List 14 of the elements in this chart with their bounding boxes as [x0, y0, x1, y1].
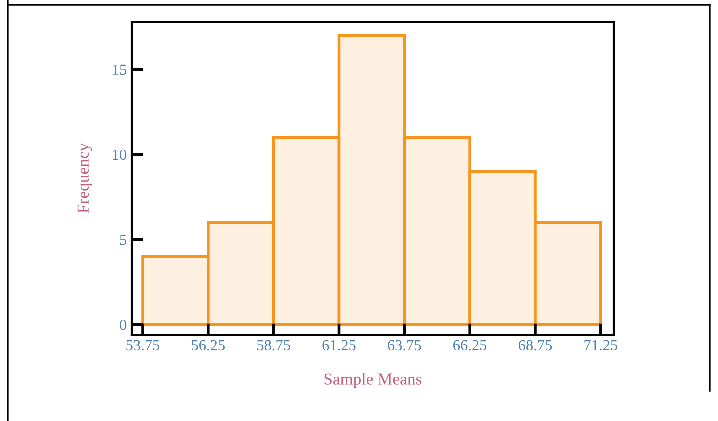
x-tick-label: 68.75: [518, 340, 552, 351]
x-tick-label: 53.75: [126, 340, 160, 351]
y-tick-label: 10: [113, 150, 127, 160]
x-tick-label: 58.75: [258, 340, 290, 351]
y-tick-label: 5: [120, 235, 127, 246]
y-axis-title: Frequency: [78, 143, 92, 214]
x-tick-label: 56.25: [192, 340, 225, 351]
x-tick-label: 61.25: [322, 340, 356, 351]
x-tick-label: 71.25: [584, 340, 618, 351]
x-tick-label: 63.75: [388, 340, 422, 351]
x-tick-label: 66.25: [454, 340, 487, 351]
y-tick-label: 0: [120, 320, 127, 330]
x-axis-title: Sample Means: [324, 373, 422, 388]
y-tick-label: 15: [113, 64, 127, 76]
